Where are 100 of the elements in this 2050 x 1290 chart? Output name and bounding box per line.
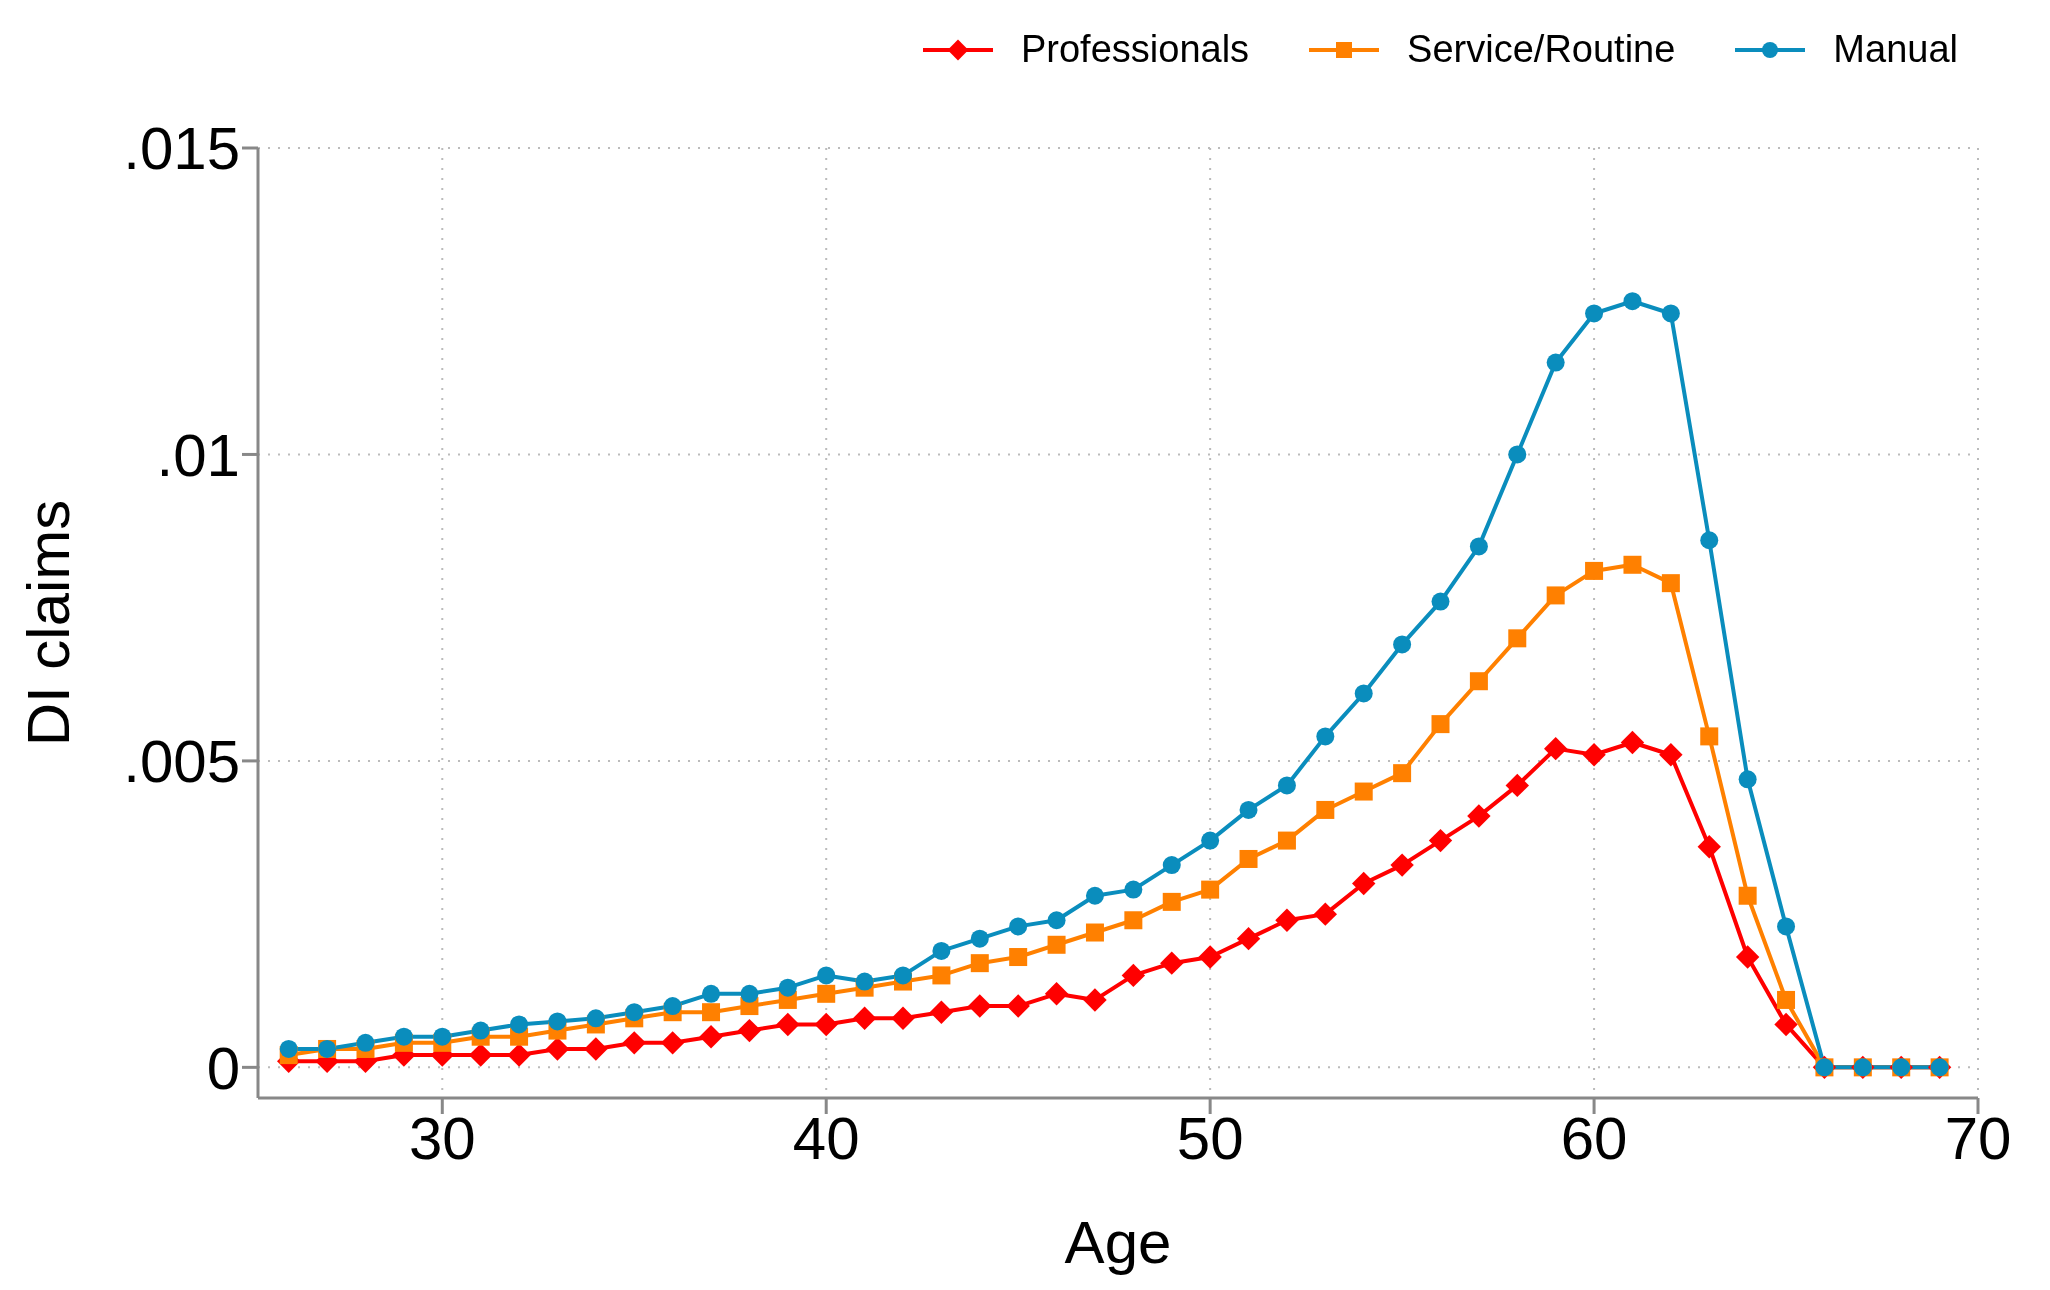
point [356, 1033, 375, 1052]
point [970, 929, 989, 948]
point [1623, 292, 1642, 311]
point [1313, 902, 1338, 926]
point [1505, 773, 1529, 798]
point [737, 1018, 762, 1043]
point [1393, 635, 1412, 654]
point [548, 1012, 567, 1031]
point [471, 1021, 490, 1040]
point [776, 1012, 800, 1037]
legend-label: Professionals [1020, 28, 1250, 71]
point [1124, 880, 1143, 899]
point [894, 966, 912, 985]
point [932, 941, 951, 960]
point [1623, 555, 1642, 574]
point [279, 1039, 298, 1058]
point [1354, 684, 1373, 703]
point [1777, 990, 1796, 1009]
point [1162, 892, 1181, 911]
point [1738, 770, 1757, 789]
point [622, 1031, 646, 1055]
x-tick-label: 70 [1944, 1104, 2012, 1172]
y-tick-label: .01 [156, 421, 240, 489]
point [663, 997, 682, 1016]
point [891, 1006, 915, 1031]
point [1277, 831, 1296, 850]
point [1275, 908, 1299, 932]
point [1661, 304, 1680, 323]
point [510, 1015, 529, 1034]
point [660, 1031, 685, 1055]
point [1543, 736, 1568, 761]
point [1431, 715, 1450, 734]
point [1083, 988, 1107, 1012]
point [1774, 1012, 1798, 1037]
point [702, 984, 721, 1003]
point [625, 1003, 644, 1022]
point [1354, 782, 1373, 801]
x-tick-label: 30 [408, 1104, 476, 1172]
point [699, 1025, 723, 1049]
point [1085, 923, 1104, 942]
point [1508, 629, 1527, 648]
point [740, 984, 759, 1003]
point [814, 1012, 838, 1037]
point [1700, 531, 1719, 550]
point [778, 978, 797, 997]
point [1508, 445, 1527, 464]
point [932, 966, 951, 985]
point [545, 1037, 570, 1061]
point [507, 1043, 531, 1067]
point [1700, 727, 1719, 746]
point [433, 1027, 452, 1046]
point [1201, 831, 1220, 850]
point [817, 966, 836, 985]
point [468, 1043, 493, 1067]
point [1777, 917, 1796, 936]
point [1661, 574, 1680, 593]
point [852, 1006, 877, 1031]
point [1047, 935, 1066, 954]
point [1469, 672, 1488, 691]
point [1738, 886, 1757, 905]
point [968, 994, 992, 1018]
point [970, 954, 989, 973]
point [1467, 804, 1491, 828]
y-tick-label: .005 [123, 728, 240, 796]
point [1697, 835, 1721, 859]
y-tick-label: .015 [123, 115, 240, 183]
point [1009, 917, 1028, 936]
point [1236, 926, 1261, 951]
point [1009, 948, 1028, 967]
point [1390, 853, 1414, 877]
point [1239, 849, 1258, 868]
point [855, 972, 874, 991]
point [1085, 886, 1104, 905]
x-axis-title: Age [1064, 1209, 1172, 1276]
point [1006, 994, 1030, 1018]
point [394, 1027, 413, 1046]
point [1585, 304, 1604, 323]
point [1735, 945, 1760, 969]
point [1431, 592, 1450, 611]
x-tick-label: 50 [1176, 1104, 1244, 1172]
y-tick-label: 0 [206, 1034, 240, 1102]
point [1393, 764, 1412, 783]
point [1352, 871, 1376, 896]
point [1582, 743, 1606, 767]
point [1659, 743, 1683, 767]
point [1428, 828, 1453, 853]
point [1585, 561, 1604, 580]
point [1162, 856, 1181, 875]
legend-label: Service/Routine [1407, 28, 1676, 71]
point [1620, 730, 1645, 755]
point [1201, 880, 1220, 899]
point [929, 1000, 954, 1024]
point [1160, 951, 1184, 975]
point [1047, 911, 1066, 930]
y-axis-title: DI claims [15, 499, 83, 747]
point [1239, 800, 1258, 819]
x-tick-label: 40 [792, 1104, 860, 1172]
point [584, 1037, 608, 1061]
point [1469, 537, 1488, 556]
legend-label: Manual [1833, 28, 1958, 71]
